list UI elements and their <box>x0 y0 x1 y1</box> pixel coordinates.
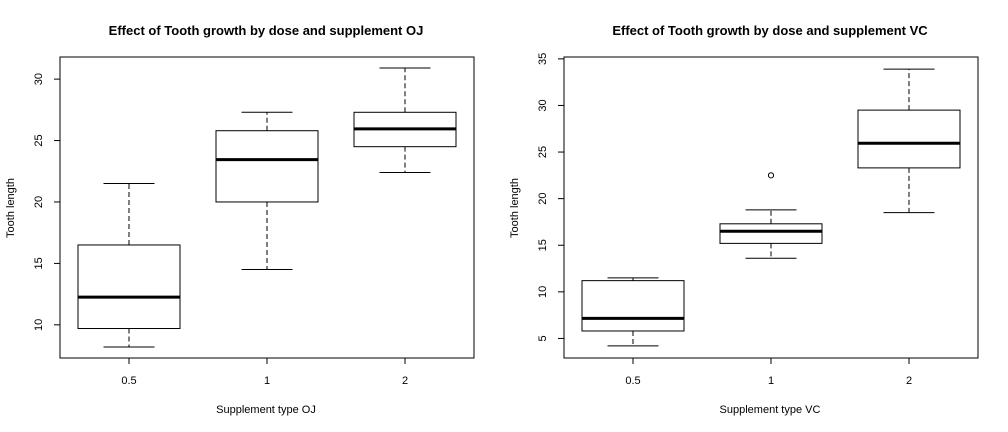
panel-2-x-axis-label: Supplement type VC <box>720 404 821 416</box>
panel-1-y-tick-label: 25 <box>33 134 45 146</box>
panel-1-x-tick-label: 2 <box>402 375 408 387</box>
panel-2-box-2 <box>857 68 961 214</box>
panel-1-y-tick-label: 20 <box>33 196 45 208</box>
iqr-box <box>77 244 181 330</box>
iqr-box <box>581 280 685 332</box>
panel-1-x-axis-label: Supplement type OJ <box>216 404 316 416</box>
panel-2-title: Effect of Tooth growth by dose and suppl… <box>612 23 928 38</box>
panel-2-y-tick-label: 5 <box>537 335 549 341</box>
panel-2-x-tick-label: 2 <box>906 375 912 387</box>
panel-1-y-tick-label: 10 <box>33 319 45 331</box>
iqr-box <box>719 223 823 244</box>
panel-2-y-axis-label: Tooth length <box>509 178 521 238</box>
panel-1-y-tick-label: 30 <box>33 73 45 85</box>
iqr-box <box>215 130 319 203</box>
iqr-box <box>857 109 961 169</box>
panel-1-y-tick-label: 15 <box>33 257 45 269</box>
panel-2-box-0.5 <box>581 277 685 347</box>
panel-2: Effect of Tooth growth by dose and suppl… <box>509 23 979 416</box>
outlier-point <box>767 172 775 179</box>
panel-1: Effect of Tooth growth by dose and suppl… <box>5 23 475 416</box>
panel-2-y-tick-label: 30 <box>537 99 549 111</box>
panel-2-box-1 <box>719 172 823 259</box>
panel-2-y-tick-label: 20 <box>537 193 549 205</box>
panel-2-x-tick-label: 0.5 <box>625 375 640 387</box>
panel-1-box-1 <box>215 111 319 271</box>
panel-2-x-tick-label: 1 <box>768 375 774 387</box>
panel-1-x-tick-label: 0.5 <box>121 375 136 387</box>
panel-1-y-axis-label: Tooth length <box>5 178 17 238</box>
panel-1-title: Effect of Tooth growth by dose and suppl… <box>109 23 424 38</box>
panel-1-box-2 <box>353 67 457 173</box>
panel-2-y-tick-label: 15 <box>537 239 549 251</box>
panel-2-y-tick-label: 25 <box>537 146 549 158</box>
panel-1-box-0.5 <box>77 183 181 348</box>
panel-2-y-tick-label: 10 <box>537 286 549 298</box>
panel-1-x-tick-label: 1 <box>264 375 270 387</box>
panel-2-y-tick-label: 35 <box>537 53 549 65</box>
